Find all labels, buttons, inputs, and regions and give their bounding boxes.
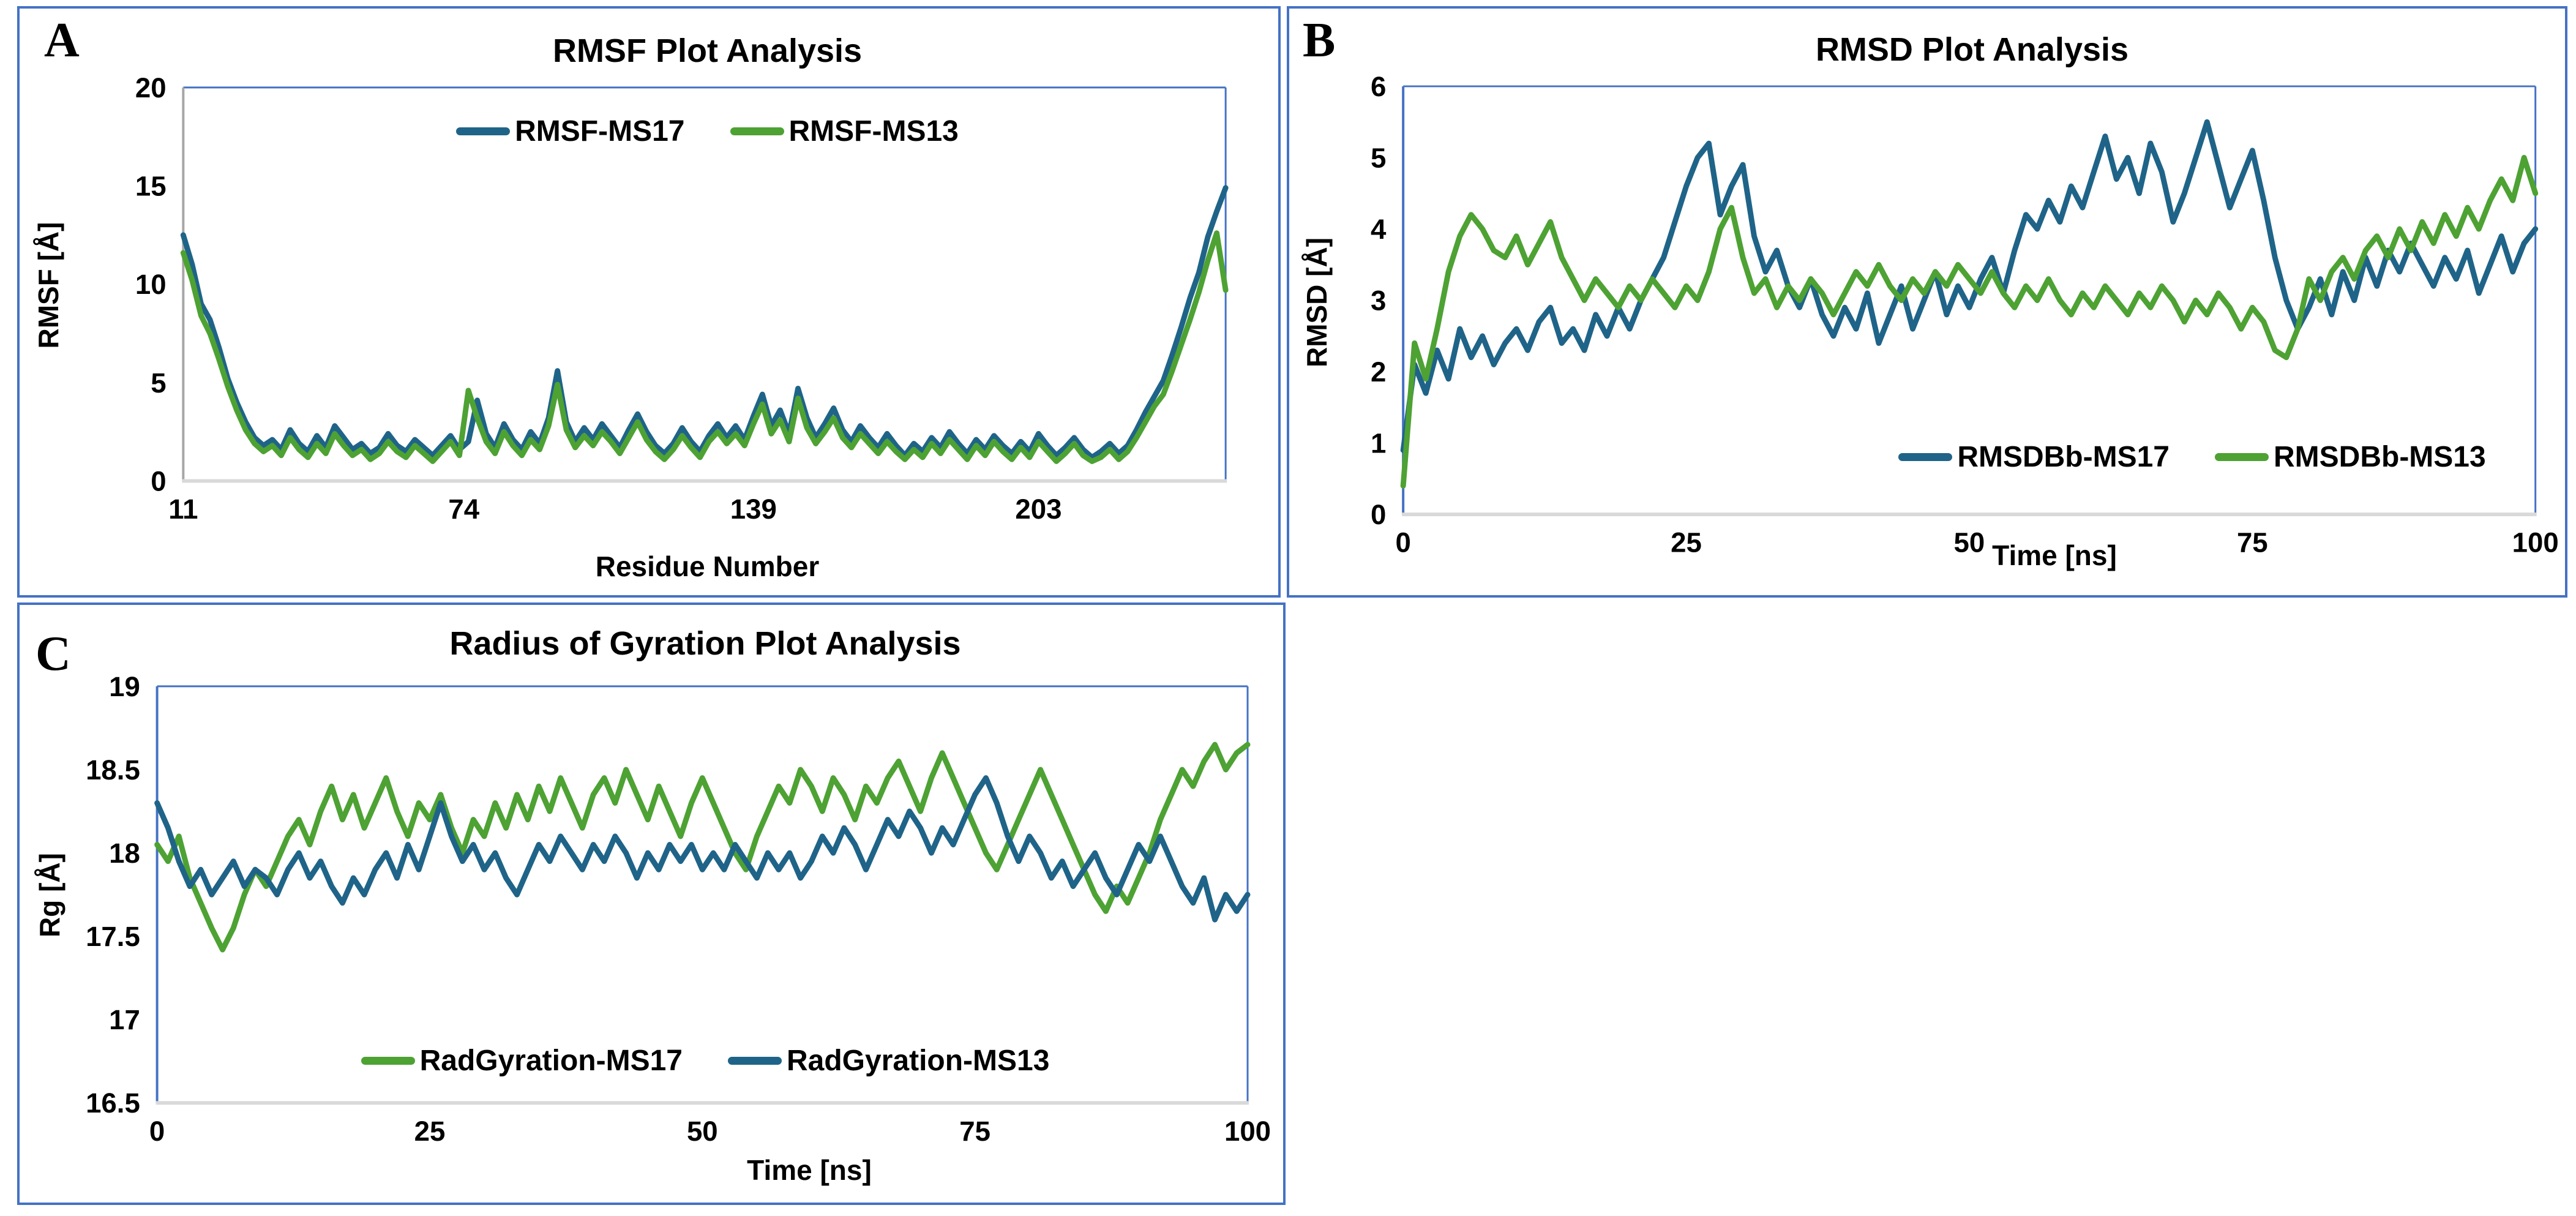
x-tick-label: 74: [448, 494, 479, 525]
x-tick-label: 25: [414, 1116, 446, 1147]
x-tick-label: 11: [168, 494, 198, 525]
rg-plot-canvas: 16.5 17 17.5 18 18.5 19 0 25 50 75 100: [86, 671, 1271, 1147]
y-tick-label: 0: [151, 465, 166, 497]
y-tick-label: 15: [135, 170, 167, 201]
series-line-RadGyration-MS17: [154, 741, 1251, 953]
x-tick-label: 203: [1015, 494, 1061, 525]
series-line-RMSDBb-MS13: [1400, 155, 2539, 489]
rmsd-x-axis-title: Time [ns]: [1992, 539, 2117, 571]
y-tick-label: 5: [1371, 142, 1386, 173]
x-tick-label: 75: [959, 1116, 990, 1147]
series-line-RMSDBb-MS17: [1400, 119, 2539, 453]
legend-entry-rmsf-ms13: RMSF-MS13: [730, 114, 959, 148]
rmsd-plot-canvas: 0 1 2 3 4 5 6 0 25 50 75 100: [1371, 71, 2559, 558]
panel-rg: C Radius of Gyration Plot Analysis Rg [Å…: [17, 602, 1286, 1205]
legend-swatch-rmsf-ms17: [456, 127, 511, 135]
y-tick-label: 18.5: [86, 754, 140, 786]
legend-label-rmsf-ms13: RMSF-MS13: [788, 114, 959, 148]
legend-swatch-rmsd-ms17: [1898, 452, 1953, 461]
rmsd-legend: RMSDBb-MS17 RMSDBb-MS13: [1840, 437, 2544, 476]
x-tick-label: 139: [730, 494, 777, 525]
legend-entry-rmsf-ms17: RMSF-MS17: [456, 114, 685, 148]
legend-entry-rg-ms13: RadGyration-MS13: [728, 1044, 1049, 1078]
legend-entry-rg-ms17: RadGyration-MS17: [361, 1044, 683, 1078]
y-tick-label: 1: [1371, 427, 1386, 459]
y-tick-label: 17: [109, 1004, 140, 1035]
series-line-RMSF-MS13: [180, 230, 1229, 464]
x-tick-label: 0: [149, 1116, 165, 1147]
y-tick-label: 5: [151, 367, 166, 399]
y-tick-label: 20: [135, 72, 167, 103]
y-tick-label: 3: [1371, 285, 1386, 316]
rg-legend: RadGyration-MS17 RadGyration-MS13: [155, 1041, 1255, 1080]
rmsf-plot-canvas: 0 5 10 15 20 11 74 139 203: [135, 72, 1229, 525]
rmsd-chart-title: RMSD Plot Analysis: [1815, 31, 2129, 68]
x-tick-label: 0: [1395, 527, 1410, 558]
rg-x-axis-title: Time [ns]: [747, 1154, 872, 1186]
legend-entry-rmsd-ms17: RMSDBb-MS17: [1898, 440, 2170, 474]
x-tick-label: 100: [2512, 527, 2559, 558]
y-tick-label: 19: [109, 671, 140, 702]
panel-letter-c: C: [36, 627, 71, 681]
x-tick-label: 75: [2237, 527, 2268, 558]
legend-label-rmsd-ms17: RMSDBb-MS17: [1957, 440, 2170, 473]
legend-swatch-rg-ms13: [728, 1056, 782, 1065]
rmsf-x-axis-title: Residue Number: [595, 550, 820, 582]
panel-letter-b: B: [1303, 13, 1336, 67]
legend-swatch-rmsf-ms13: [730, 127, 784, 135]
y-tick-label: 18: [109, 838, 140, 869]
y-tick-label: 16.5: [86, 1087, 140, 1119]
legend-swatch-rg-ms17: [361, 1056, 415, 1065]
panel-rmsf: A RMSF Plot Analysis RMSF [Å] 0 5 10 15 20 11…: [17, 6, 1281, 598]
panel-letter-a: A: [44, 13, 80, 67]
y-tick-label: 10: [135, 269, 167, 300]
x-tick-label: 50: [687, 1116, 718, 1147]
legend-label-rg-ms17: RadGyration-MS17: [419, 1044, 683, 1077]
series-line-RadGyration-MS13: [154, 775, 1251, 923]
panel-rmsd: B RMSD Plot Analysis RMSD [Å] 0 1 2 3 4 5 6 0 25…: [1287, 6, 2567, 598]
legend-label-rmsd-ms13: RMSDBb-MS13: [2274, 440, 2486, 473]
y-tick-label: 4: [1371, 214, 1387, 245]
legend-swatch-rmsd-ms13: [2215, 452, 2269, 461]
x-tick-label: 100: [1224, 1116, 1271, 1147]
series-line-RMSF-MS17: [180, 185, 1229, 460]
rmsf-chart-title: RMSF Plot Analysis: [552, 32, 863, 69]
legend-label-rg-ms13: RadGyration-MS13: [787, 1044, 1050, 1077]
rg-chart-title: Radius of Gyration Plot Analysis: [449, 625, 961, 662]
y-tick-label: 6: [1371, 71, 1386, 102]
legend-label-rmsf-ms17: RMSF-MS17: [515, 114, 685, 148]
rmsf-legend: RMSF-MS17 RMSF-MS13: [182, 111, 1233, 151]
y-tick-label: 0: [1371, 499, 1386, 530]
x-tick-label: 25: [1671, 527, 1702, 558]
x-tick-label: 50: [1954, 527, 1985, 558]
y-tick-label: 2: [1371, 356, 1386, 388]
legend-entry-rmsd-ms13: RMSDBb-MS13: [2215, 440, 2486, 474]
y-tick-label: 17.5: [86, 921, 140, 952]
